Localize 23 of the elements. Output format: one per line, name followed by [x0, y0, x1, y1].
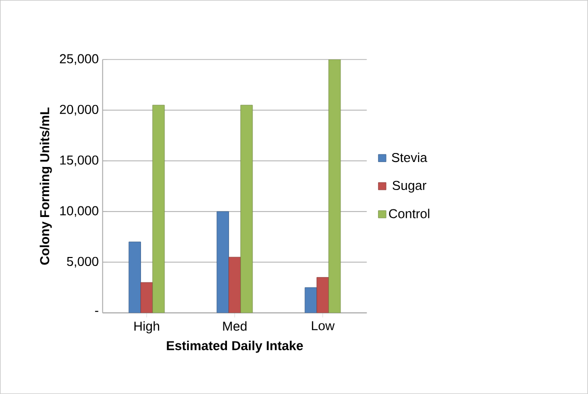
y-tick-label: 5,000 [66, 256, 98, 268]
bar [216, 211, 229, 313]
bar [328, 60, 341, 313]
bar [152, 104, 165, 313]
y-tick-label: 10,000 [60, 206, 98, 217]
x-tick-label: High [134, 321, 160, 334]
x-tick-label: Med [223, 321, 246, 331]
y-tick-label: 15,000 [60, 156, 98, 166]
y-tick-label: - [95, 310, 98, 312]
bar [228, 256, 241, 313]
bar [240, 104, 253, 313]
bar [140, 282, 153, 313]
bar [316, 277, 329, 313]
bar [128, 242, 141, 313]
x-axis-title: Estimated Daily Intake [166, 340, 303, 353]
legend-label: Sugar [392, 180, 426, 193]
y-tick-label: 25,000 [60, 54, 98, 65]
y-tick-label: 20,000 [60, 104, 98, 116]
bar [304, 287, 318, 313]
legend-label: Stevia [392, 152, 428, 162]
y-axis-title: Colony Forming Units/mL [40, 108, 52, 265]
x-tick-label: Low [312, 321, 335, 330]
legend-label: Control [389, 208, 430, 218]
